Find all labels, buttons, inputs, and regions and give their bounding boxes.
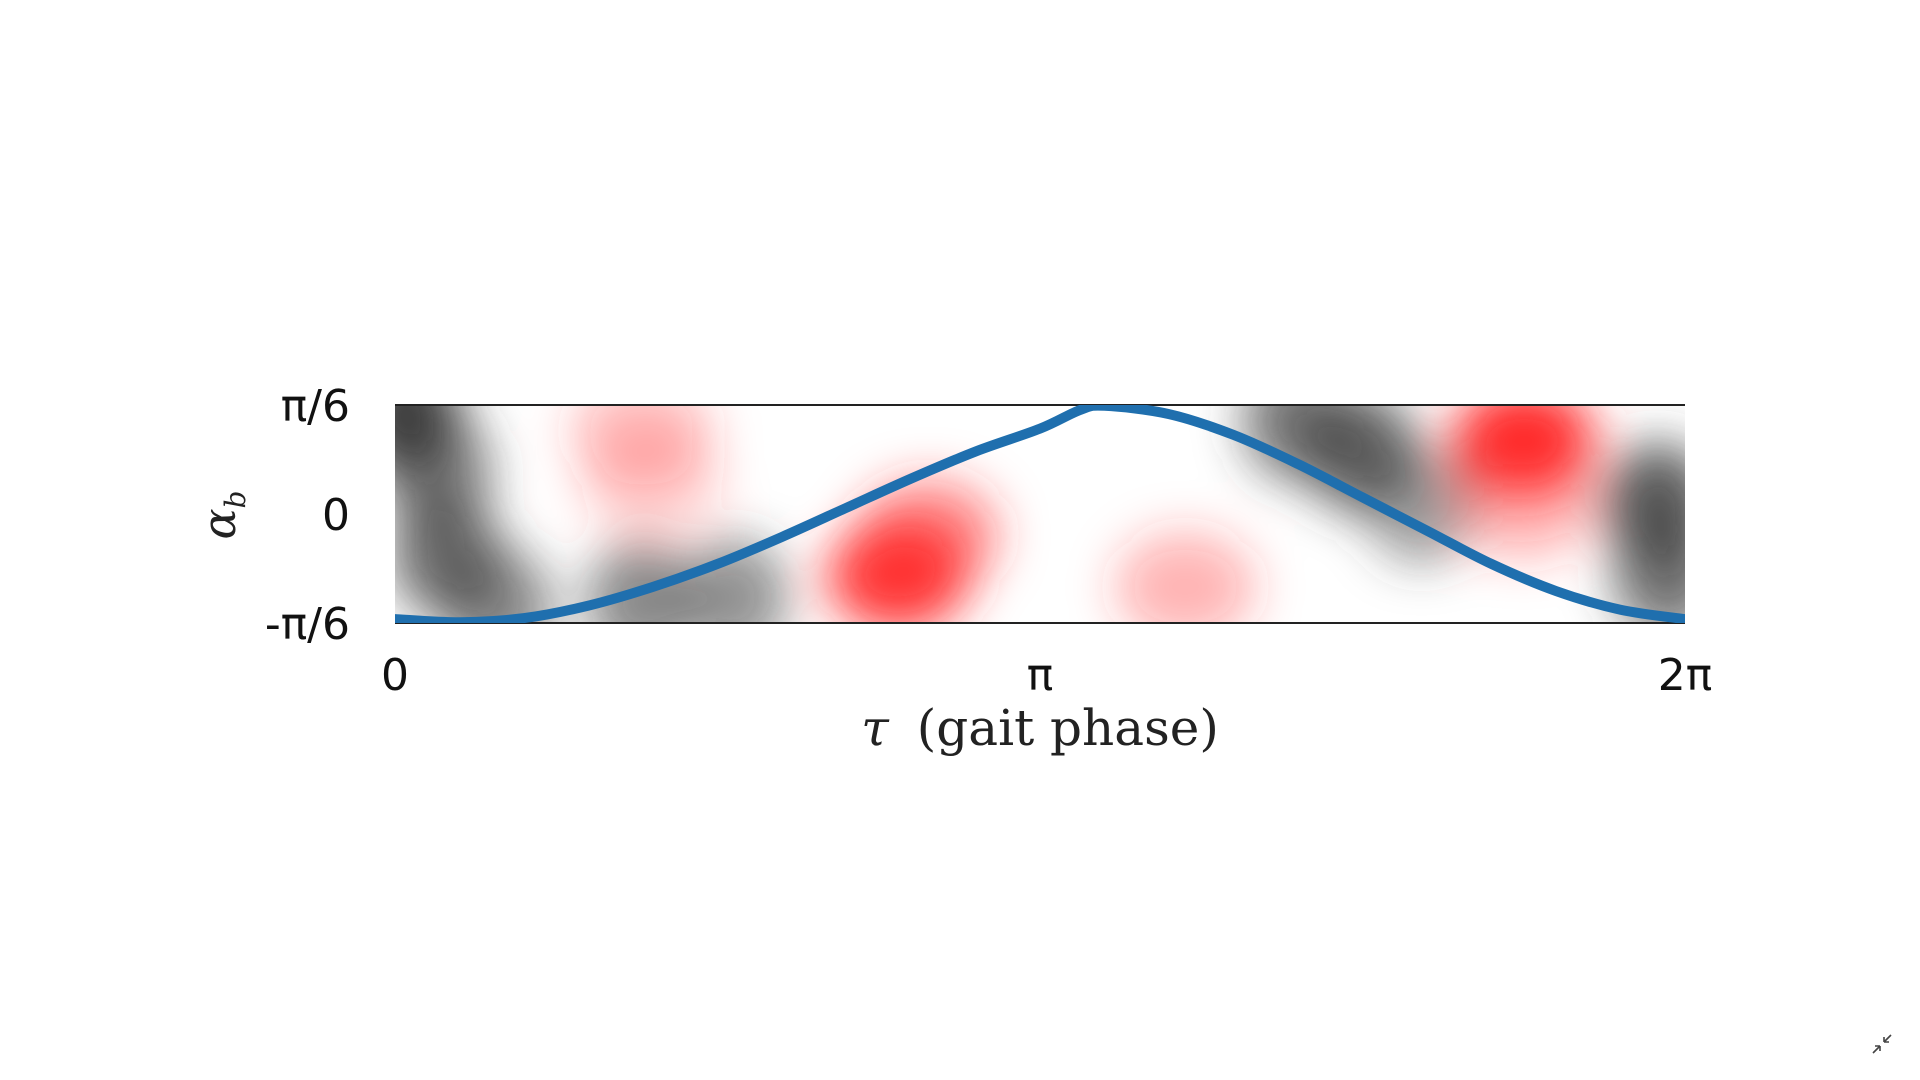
y-tick-label: π/6 <box>281 381 350 432</box>
y-axis-label: αb <box>192 490 252 539</box>
x-tick-labels: 0 π 2π <box>381 650 1712 701</box>
y-tick-labels: π/6 0 -π/6 <box>265 381 350 650</box>
x-tick-label: 2π <box>1658 650 1712 701</box>
x-tick-label: 0 <box>381 650 409 701</box>
heatmap-gray-blob-3 <box>442 547 553 623</box>
heatmap-gray-blob-10 <box>1612 516 1685 623</box>
heatmap-red-blob-3 <box>858 479 999 590</box>
heatmap-gray-blob-8 <box>1366 443 1477 564</box>
svg-text:αb: αb <box>192 490 252 539</box>
heatmap-red-blob-4 <box>1115 531 1256 623</box>
x-axis-label: τ (gait phase) <box>861 699 1219 757</box>
exit-fullscreen-icon[interactable] <box>1868 1030 1896 1058</box>
y-tick-label: 0 <box>322 490 350 541</box>
y-tick-label: -π/6 <box>265 599 350 650</box>
heatmap-gray-blob-5 <box>678 537 789 623</box>
heatmap-red-blob-6 <box>1454 448 1595 559</box>
series-layer <box>395 405 1685 623</box>
y-axis-label-subscript: b <box>219 490 252 508</box>
x-tick-label: π <box>1027 650 1054 701</box>
x-axis-label-symbol: τ <box>861 699 890 757</box>
x-axis-label-text: (gait phase) <box>917 699 1219 757</box>
series-line-0 <box>395 405 1685 623</box>
y-axis-label-main: α <box>192 508 246 539</box>
heatmap-red-blob-1 <box>581 427 722 538</box>
heatmap-background <box>395 405 1685 623</box>
